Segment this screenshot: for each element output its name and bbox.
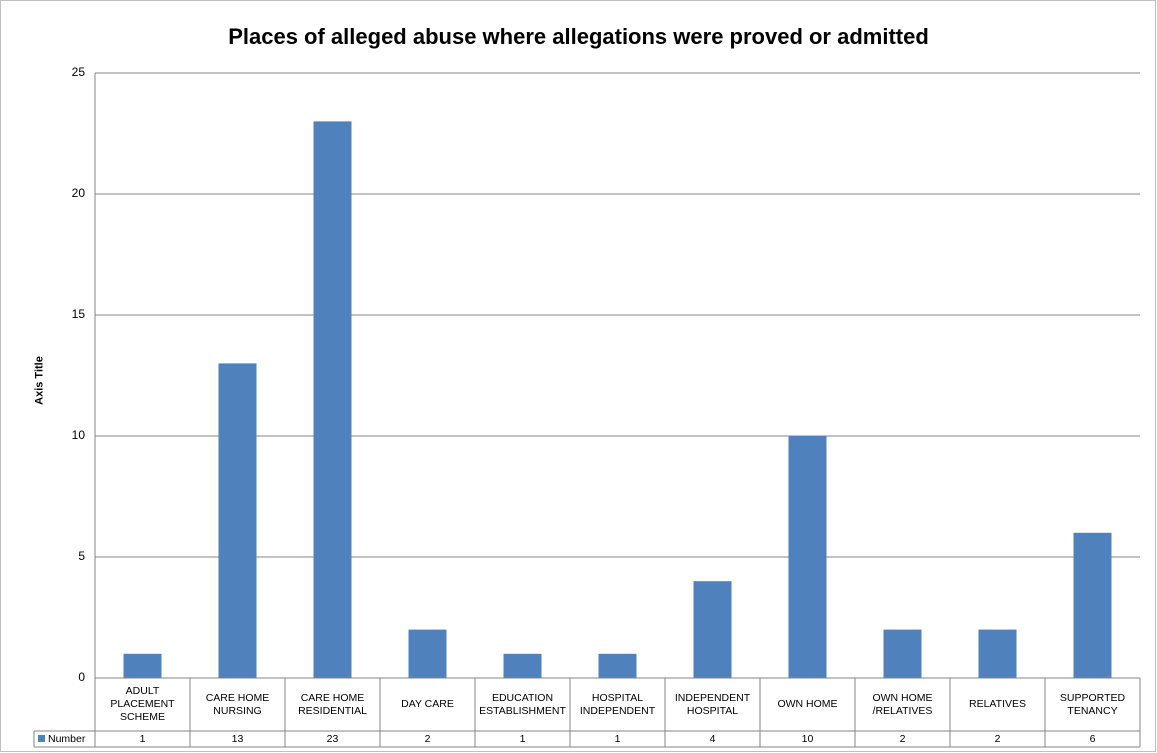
x-tick-label: DAY CARE xyxy=(401,698,454,710)
y-tick-label: 25 xyxy=(71,65,85,79)
y-tick-label: 0 xyxy=(78,670,85,684)
table-value: 2 xyxy=(424,733,431,745)
x-tick-label: ADULT PLACEMENT SCHEME xyxy=(110,685,175,723)
x-tick-label: RELATIVES xyxy=(969,698,1026,710)
bar xyxy=(598,653,637,678)
bar xyxy=(313,121,352,678)
table-value: 1 xyxy=(614,733,621,745)
bar xyxy=(1073,532,1112,678)
x-tick-label: OWN HOME /RELATIVES xyxy=(872,691,933,717)
table-value: 4 xyxy=(709,733,716,745)
bar xyxy=(503,653,542,678)
table-value: 1 xyxy=(519,733,526,745)
table-value: 1 xyxy=(139,733,146,745)
x-tick-label: OWN HOME xyxy=(777,698,838,710)
y-axis-title: Axis Title xyxy=(33,356,46,405)
bar xyxy=(693,581,732,678)
x-tick-label: SUPPORTED TENANCY xyxy=(1059,691,1126,717)
table-value: 13 xyxy=(231,733,244,745)
x-tick-label: CARE HOME RESIDENTIAL xyxy=(298,691,367,717)
table-value: 6 xyxy=(1089,733,1096,745)
bar xyxy=(788,436,827,678)
bar xyxy=(978,629,1017,678)
legend-key xyxy=(38,735,45,742)
y-tick-label: 5 xyxy=(78,549,85,563)
bar xyxy=(218,363,257,678)
bar xyxy=(408,629,447,678)
y-tick-label: 20 xyxy=(71,186,85,200)
table-value: 23 xyxy=(326,733,339,745)
x-tick-label: CARE HOME NURSING xyxy=(205,691,270,717)
x-tick-label: INDEPENDENT HOSPITAL xyxy=(674,691,751,717)
chart-title: Places of alleged abuse where allegation… xyxy=(228,24,929,49)
y-tick-label: 10 xyxy=(71,428,85,442)
y-tick-label: 15 xyxy=(71,307,85,321)
x-tick-label: HOSPITAL INDEPENDENT xyxy=(579,691,656,717)
table-value: 10 xyxy=(801,733,814,745)
table-value: 2 xyxy=(899,733,906,745)
bar xyxy=(123,653,162,678)
bar xyxy=(883,629,922,678)
table-value: 2 xyxy=(994,733,1001,745)
legend-label: Number xyxy=(48,733,86,745)
x-tick-label: EDUCATION ESTABLISHMENT xyxy=(479,691,566,717)
